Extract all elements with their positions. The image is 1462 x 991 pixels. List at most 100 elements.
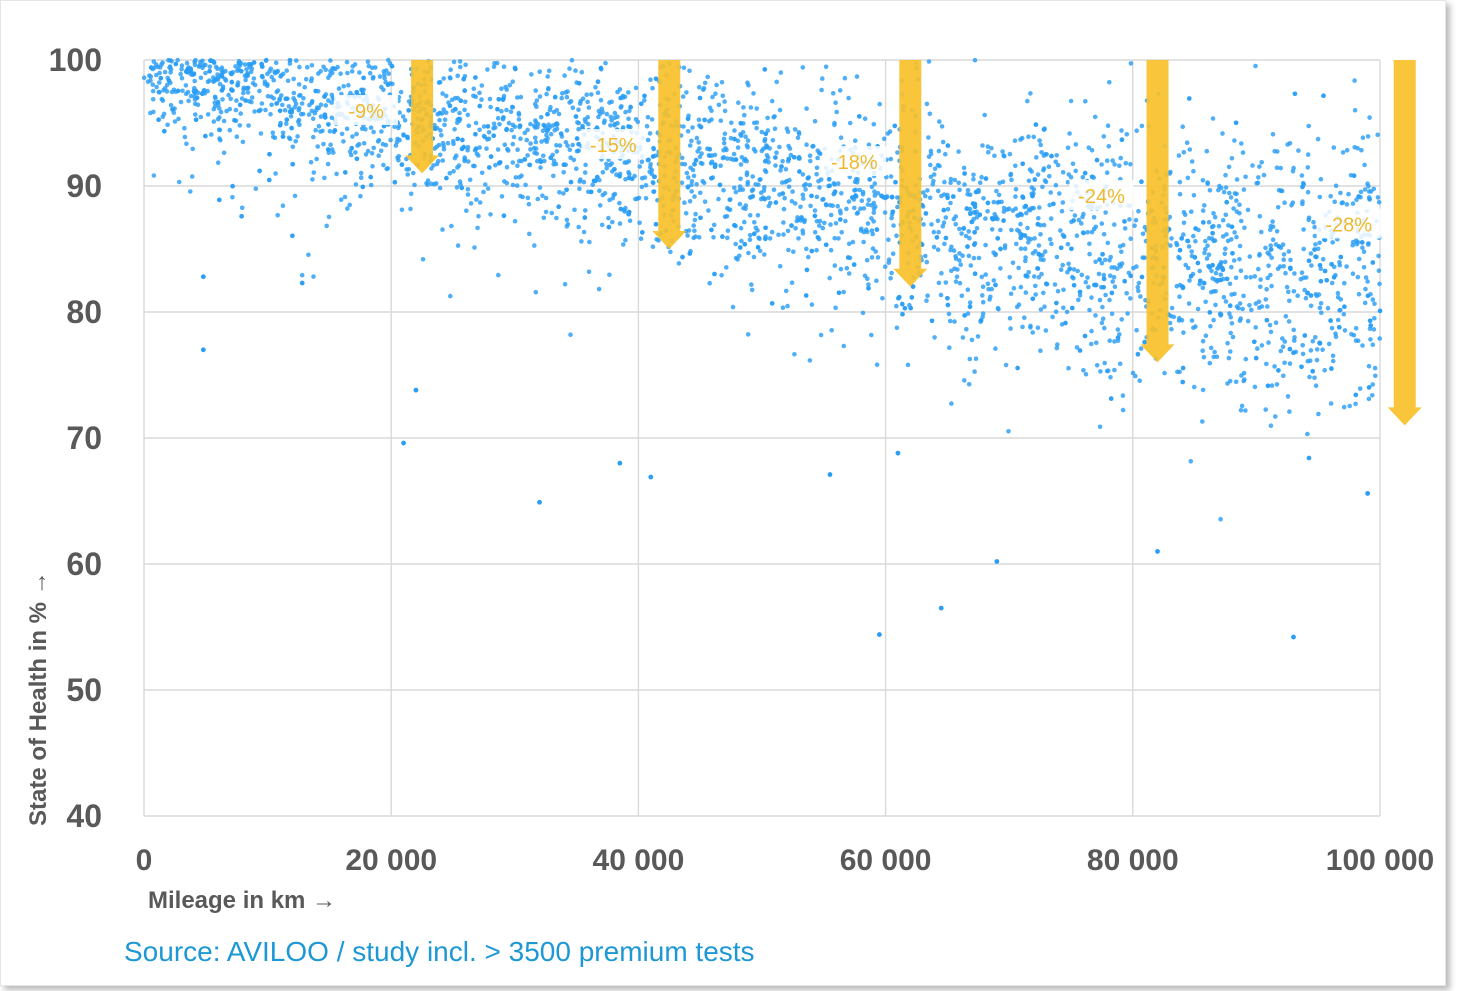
data-point [457, 118, 462, 123]
data-point [1065, 145, 1071, 151]
data-point [1305, 290, 1311, 296]
data-point [1242, 225, 1247, 231]
data-point [729, 120, 734, 126]
data-point [653, 222, 659, 227]
data-point [772, 126, 778, 131]
data-point [812, 213, 818, 219]
data-point [1080, 175, 1086, 180]
data-point [176, 179, 182, 185]
data-point [237, 102, 243, 108]
data-point [556, 111, 562, 117]
data-point [744, 143, 750, 148]
data-point [1349, 331, 1354, 337]
data-point [998, 246, 1003, 252]
data-point [1089, 341, 1094, 347]
data-point [1184, 140, 1190, 145]
data-point [516, 112, 522, 117]
data-point [846, 271, 852, 276]
data-point [1036, 251, 1042, 257]
data-point [454, 153, 459, 158]
data-point [789, 223, 794, 228]
data-point [554, 126, 560, 132]
data-point [923, 253, 928, 259]
data-point [1015, 365, 1020, 371]
data-point [1186, 301, 1192, 306]
data-point [766, 203, 772, 209]
data-point [1315, 246, 1321, 252]
data-point [211, 60, 217, 65]
data-point [874, 278, 879, 284]
data-point [207, 64, 213, 69]
data-point [1261, 172, 1267, 178]
data-point [256, 108, 262, 114]
data-point [1367, 115, 1372, 120]
data-point [1047, 237, 1053, 242]
data-point [698, 160, 704, 166]
data-point [607, 272, 612, 278]
data-point [828, 247, 834, 253]
data-point [721, 136, 727, 142]
data-point [495, 115, 501, 121]
data-point [956, 149, 961, 154]
data-point [235, 68, 240, 73]
data-point [637, 164, 643, 169]
data-point [561, 191, 566, 196]
data-point [1335, 290, 1341, 296]
data-point [440, 158, 446, 163]
data-point [310, 116, 316, 121]
x-tick-label: 100 000 [1326, 844, 1434, 877]
data-point [949, 401, 954, 406]
data-point [801, 196, 806, 201]
data-point [1307, 374, 1312, 380]
data-point [434, 181, 439, 186]
data-point [455, 73, 461, 79]
data-point [155, 64, 161, 70]
data-point [574, 136, 580, 141]
data-point [722, 131, 728, 137]
data-point [299, 101, 305, 106]
data-point [510, 104, 516, 110]
data-point [273, 60, 279, 65]
data-point [579, 239, 584, 244]
data-point [154, 72, 159, 78]
data-point [396, 125, 401, 131]
data-point [1073, 142, 1079, 147]
data-point [837, 88, 843, 93]
data-point [158, 75, 164, 81]
data-point [972, 369, 977, 374]
data-point [707, 105, 713, 111]
data-point [888, 156, 894, 162]
data-point [1048, 190, 1053, 195]
data-point [976, 189, 981, 194]
data-point [1237, 256, 1242, 262]
data-point [593, 178, 598, 184]
data-point [762, 252, 767, 257]
data-point [192, 62, 198, 68]
data-point [252, 109, 257, 114]
data-point [857, 187, 862, 193]
data-point [736, 100, 741, 105]
y-tick-label: 90 [66, 168, 102, 204]
data-point [894, 233, 899, 238]
data-point [595, 90, 601, 95]
data-point [969, 219, 974, 225]
data-point [1230, 334, 1236, 340]
data-point [826, 177, 832, 182]
data-point [277, 108, 283, 114]
data-point [401, 440, 406, 446]
data-point [762, 67, 768, 72]
data-point [263, 58, 269, 63]
data-point [1376, 199, 1382, 205]
data-point [455, 243, 461, 248]
data-point [220, 70, 226, 75]
data-point [877, 101, 882, 107]
data-point [190, 146, 195, 152]
data-point [947, 318, 953, 324]
data-point [1273, 414, 1278, 419]
data-point [885, 131, 891, 136]
data-point [1044, 281, 1049, 287]
data-point [501, 96, 506, 102]
data-point [548, 155, 554, 160]
data-point [1058, 267, 1064, 273]
data-point [496, 97, 502, 102]
